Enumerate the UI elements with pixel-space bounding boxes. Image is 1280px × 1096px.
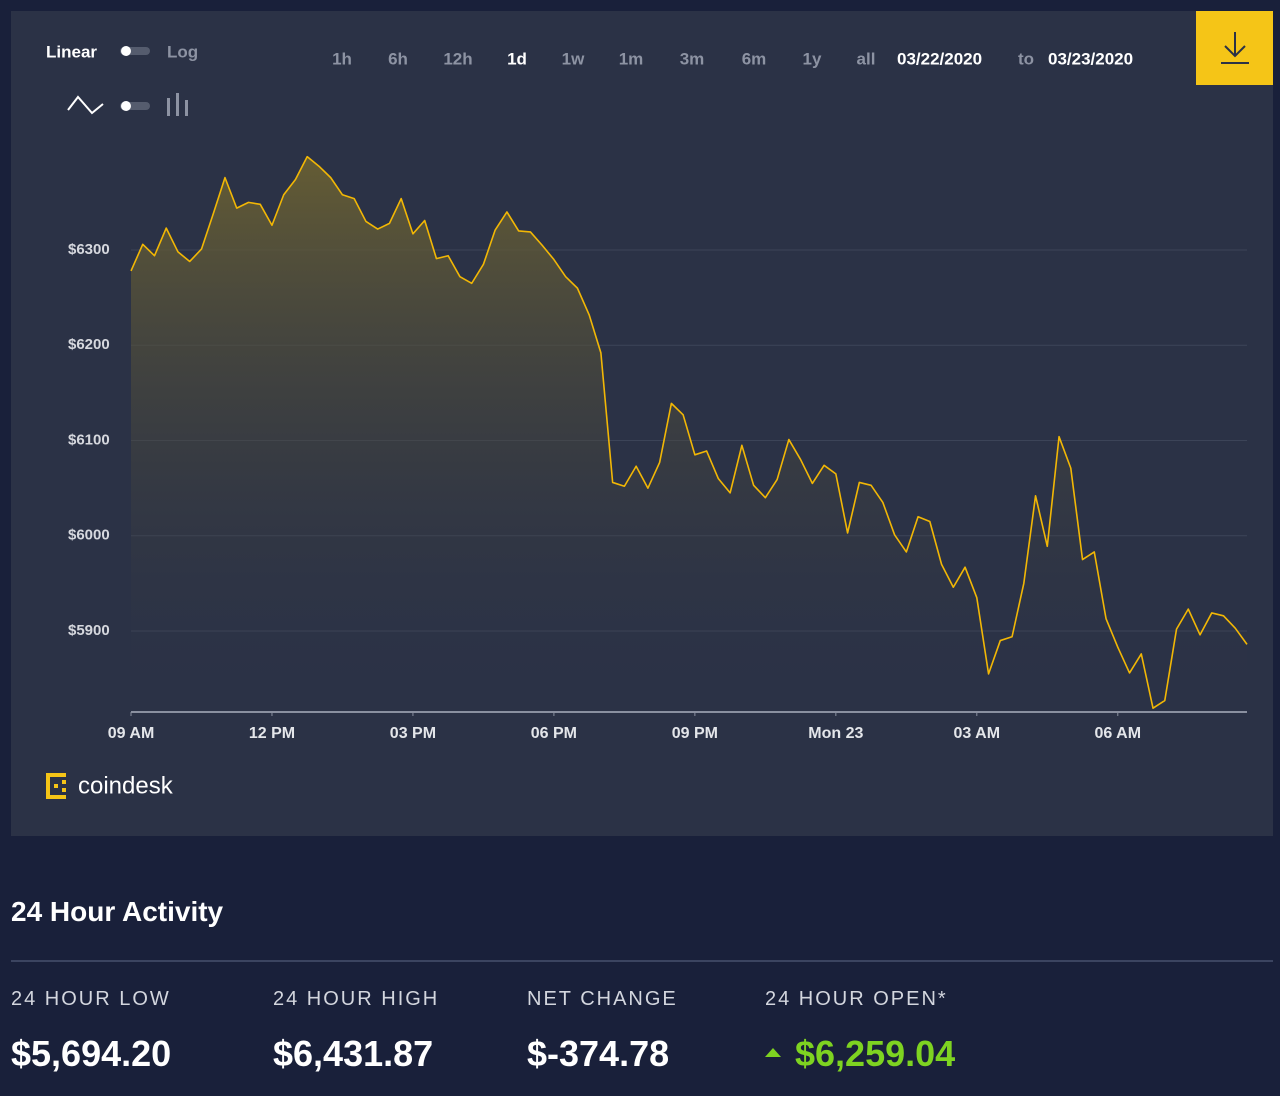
stat: 24 HOUR OPEN* $6,259.04	[765, 988, 955, 1075]
x-tick-label: 03 PM	[390, 725, 436, 742]
y-tick-label: $6000	[68, 527, 110, 544]
stat-value-row: $-374.78	[527, 1033, 678, 1075]
y-tick-label: $5900	[68, 622, 110, 639]
range-button[interactable]: 6h	[388, 49, 408, 68]
activity-title: 24 Hour Activity	[11, 896, 224, 927]
y-tick-label: $6300	[68, 241, 110, 258]
stat-value: $6,259.04	[795, 1033, 956, 1074]
price-line	[130, 155, 1248, 709]
stat-value-row: $6,259.04	[765, 1033, 955, 1075]
stat-value-row: $5,694.20	[11, 1033, 171, 1075]
x-tick-label: Mon 23	[808, 725, 863, 742]
candle-icon[interactable]	[167, 93, 188, 116]
stat: NET CHANGE $-374.78	[527, 988, 678, 1075]
up-arrow	[765, 1047, 781, 1057]
stat-value: $-374.78	[527, 1033, 670, 1074]
date-sep: to	[1018, 49, 1034, 68]
x-tick-label: 06 AM	[1095, 725, 1142, 742]
x-tick-label: 03 AM	[954, 725, 1001, 742]
brand-logo	[46, 773, 66, 799]
chart-panel: Linear Log 1h 6h 12h 1d 1w 1m 3m 6m 1y all 03/22/…	[11, 11, 1273, 836]
range-button[interactable]: 3m	[680, 49, 705, 68]
download-icon	[1221, 32, 1249, 64]
scale-log[interactable]: Log	[167, 42, 198, 61]
y-tick-label: $6200	[68, 336, 110, 353]
area-fill	[131, 156, 1247, 713]
x-tick-label: 09 PM	[672, 725, 718, 742]
stat: 24 HOUR HIGH $6,431.87	[273, 988, 439, 1075]
range-button[interactable]: all	[857, 49, 876, 68]
stat-label: 24 HOUR OPEN*	[765, 988, 948, 1010]
x-tick-label: 06 PM	[531, 725, 577, 742]
toggle-knob	[121, 46, 131, 56]
date-to[interactable]: 03/23/2020	[1048, 49, 1133, 68]
range-button[interactable]: 1m	[619, 49, 644, 68]
toggle-knob	[121, 101, 131, 111]
range-button[interactable]: 12h	[443, 49, 472, 68]
stat: 24 HOUR LOW $5,694.20	[11, 988, 171, 1075]
scale-linear[interactable]: Linear	[46, 42, 97, 61]
plot: $5900 $6000 $6100 $6200 $6300 09 AM 12 PM 03 PM…	[68, 155, 1248, 742]
range-button[interactable]: 6m	[742, 49, 767, 68]
range-button[interactable]: 1w	[562, 49, 585, 68]
date-from[interactable]: 03/22/2020	[897, 49, 982, 68]
chart: Linear Log 1h 6h 12h 1d 1w 1m 3m 6m 1y all 03/22/…	[46, 11, 1273, 799]
stat-value-row: $6,431.87	[273, 1033, 439, 1075]
divider	[11, 960, 1273, 962]
range-button[interactable]: 1y	[803, 49, 822, 68]
x-tick-label: 12 PM	[249, 725, 295, 742]
range-buttons: 1h 6h 12h 1d 1w 1m 3m 6m 1y all	[332, 49, 875, 68]
line-icon[interactable]	[67, 95, 104, 115]
stat-label: 24 HOUR LOW	[11, 988, 171, 1010]
stat-value: $5,694.20	[11, 1033, 172, 1074]
range-button[interactable]: 1d	[507, 49, 527, 68]
stat-value: $6,431.87	[273, 1033, 434, 1074]
brand-name: coindesk	[78, 772, 174, 799]
stat-label: 24 HOUR HIGH	[273, 988, 440, 1010]
range-button[interactable]: 1h	[332, 49, 352, 68]
x-tick-label: 09 AM	[108, 725, 155, 742]
stat-label: NET CHANGE	[527, 988, 678, 1010]
y-tick-label: $6100	[68, 431, 110, 448]
